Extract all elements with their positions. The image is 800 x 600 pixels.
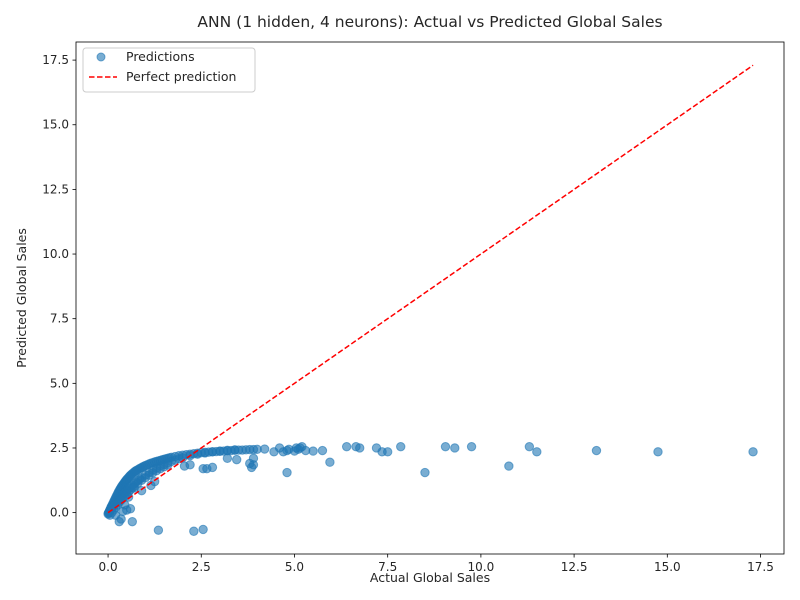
legend: Predictions Perfect prediction bbox=[82, 47, 256, 93]
data-point bbox=[185, 460, 195, 470]
data-point bbox=[163, 460, 173, 470]
data-point bbox=[230, 445, 240, 455]
data-point bbox=[524, 441, 535, 452]
y-tick-label: 5.0 bbox=[50, 376, 69, 390]
x-tick-label: 17.5 bbox=[747, 560, 774, 574]
x-axis-ticks: 0.0 2.5 5.0 7.5 10.0 12.5 15.0 17.5 bbox=[99, 554, 774, 574]
y-axis-ticks: 0.0 2.5 5.0 7.5 10.0 12.5 15.0 17.5 bbox=[42, 53, 76, 520]
data-point bbox=[341, 441, 352, 452]
y-tick-label: 15.0 bbox=[42, 118, 69, 132]
x-tick-label: 10.0 bbox=[468, 560, 495, 574]
plot-area: 0.0 2.5 5.0 7.5 10.0 12.5 15.0 17.5 0.0 2.5 5.0 7.… bbox=[42, 41, 785, 574]
data-point bbox=[231, 454, 242, 465]
data-point bbox=[282, 467, 292, 478]
x-tick-label: 2.5 bbox=[192, 560, 211, 574]
reference-lines bbox=[107, 64, 754, 514]
x-tick-label: 5.0 bbox=[285, 560, 304, 574]
x-tick-label: 15.0 bbox=[654, 560, 681, 574]
x-tick-label: 12.5 bbox=[561, 560, 588, 574]
data-point bbox=[450, 443, 460, 453]
perfect-prediction-line bbox=[107, 64, 754, 514]
chart-title: ANN (1 hidden, 4 neurons): Actual vs Pre… bbox=[197, 13, 662, 31]
data-point bbox=[748, 447, 758, 457]
data-point bbox=[222, 453, 233, 464]
data-point bbox=[591, 445, 602, 456]
data-point bbox=[355, 443, 365, 453]
data-point bbox=[127, 516, 137, 527]
legend-marker-predictions bbox=[96, 52, 106, 62]
data-point bbox=[198, 524, 208, 535]
plot-border bbox=[75, 41, 785, 555]
data-point bbox=[532, 447, 542, 457]
data-point bbox=[110, 510, 121, 520]
data-point bbox=[123, 492, 134, 502]
scatter-points bbox=[103, 441, 758, 536]
y-tick-label: 10.0 bbox=[42, 247, 69, 261]
y-tick-label: 12.5 bbox=[42, 182, 69, 196]
data-point bbox=[259, 444, 270, 454]
data-point bbox=[396, 441, 406, 452]
data-point bbox=[153, 525, 164, 535]
data-point bbox=[325, 457, 335, 467]
data-point bbox=[207, 462, 218, 473]
data-point bbox=[189, 526, 199, 536]
legend-box bbox=[82, 47, 256, 93]
x-tick-label: 7.5 bbox=[378, 560, 397, 574]
data-point bbox=[466, 441, 477, 452]
data-point bbox=[120, 500, 130, 510]
data-point bbox=[317, 445, 328, 456]
data-point bbox=[653, 447, 663, 457]
y-tick-label: 7.5 bbox=[50, 312, 69, 326]
data-point bbox=[308, 446, 318, 456]
y-tick-label: 17.5 bbox=[42, 53, 69, 67]
data-point bbox=[248, 453, 259, 464]
legend-label-predictions: Predictions bbox=[126, 49, 195, 64]
y-tick-label: 2.5 bbox=[50, 441, 69, 455]
y-tick-label: 0.0 bbox=[50, 506, 69, 520]
legend-label-perfect-prediction: Perfect prediction bbox=[126, 69, 236, 84]
x-tick-label: 0.0 bbox=[99, 560, 118, 574]
data-point bbox=[382, 447, 393, 457]
x-axis-label: Actual Global Sales bbox=[370, 570, 490, 585]
data-point bbox=[420, 467, 430, 478]
data-point bbox=[440, 441, 451, 452]
y-axis-label: Predicted Global Sales bbox=[14, 228, 29, 368]
data-point bbox=[504, 461, 514, 471]
plot-frame bbox=[76, 42, 784, 554]
